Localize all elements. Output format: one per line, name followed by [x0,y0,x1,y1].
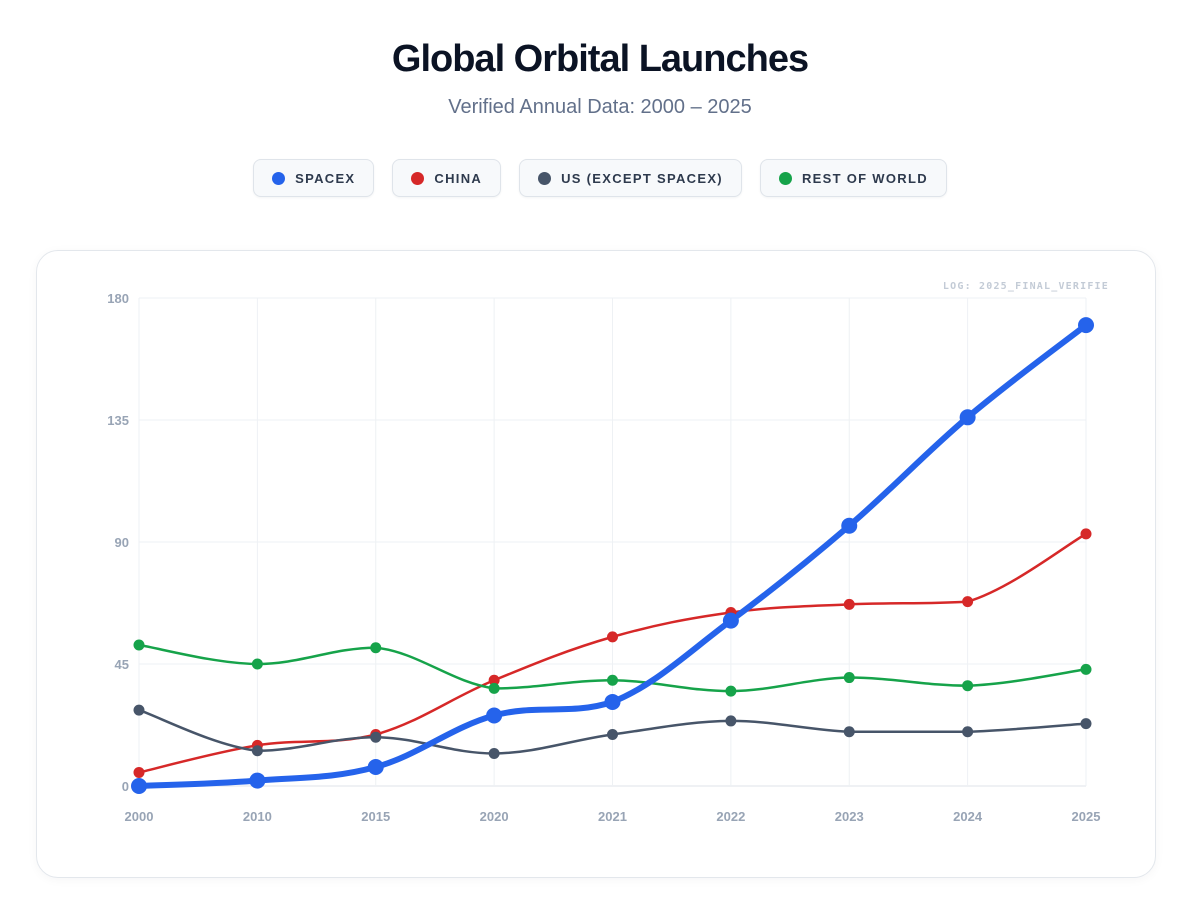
data-point-rest-of-world[interactable] [725,685,737,697]
legend-label-us-except-spacex: US (EXCEPT SPACEX) [561,170,723,186]
x-tick-label: 2021 [598,809,627,824]
page-title: Global Orbital Launches [391,38,809,80]
data-point-us-except-spacex[interactable] [1080,718,1092,730]
y-tick-label: 0 [122,779,129,794]
x-tick-label: 2024 [953,809,983,824]
data-point-china[interactable] [962,596,974,608]
series-line-us-except-spacex [137,708,1088,755]
data-point-china[interactable] [488,674,500,686]
china-dot-icon [411,171,425,185]
data-point-rest-of-world[interactable] [370,642,382,654]
data-point-spacex[interactable] [722,612,739,629]
data-point-us-except-spacex[interactable] [607,728,618,740]
rest-of-world-dot-icon [778,171,792,185]
y-tick-label: 135 [107,413,129,428]
legend-item-china[interactable]: CHINA [392,159,502,197]
page-subtitle: Verified Annual Data: 2000 – 2025 [448,96,752,118]
chart-card: LOG: 2025_FINAL_VERIFIE [36,250,1156,878]
series-line-spacex [136,322,1089,789]
data-point-spacex[interactable] [604,693,621,710]
data-point-us-except-spacex[interactable] [251,745,263,757]
x-tick-label: 2015 [361,809,390,824]
x-tick-label: 2022 [716,809,745,824]
data-point-rest-of-world[interactable] [1080,663,1092,675]
data-point-china[interactable] [1080,528,1092,540]
data-point-china[interactable] [607,631,618,643]
grid-layer [138,297,1087,787]
y-tick-label: 180 [107,291,129,306]
data-point-spacex[interactable] [486,707,503,724]
series-points [131,317,1094,794]
data-point-rest-of-world[interactable] [133,639,145,651]
data-point-spacex[interactable] [959,409,976,426]
x-tick-label: 2025 [1072,809,1101,824]
data-point-rest-of-world[interactable] [843,672,855,684]
legend-label-rest-of-world: REST OF WORLD [801,170,928,186]
data-point-us-except-spacex[interactable] [488,747,500,759]
x-tick-label: 2000 [125,809,154,824]
legend-item-us-except-spacex[interactable]: US (EXCEPT SPACEX) [519,159,742,197]
data-point-china[interactable] [843,598,855,610]
us-dot-icon [538,171,552,185]
x-tick-label: 2023 [835,809,864,824]
data-point-us-except-spacex[interactable] [133,704,145,716]
log-label: LOG: 2025_FINAL_VERIFIE [942,281,1109,292]
x-tick-label: 2010 [243,809,272,824]
chart-legend: SPACEX CHINA US (EXCEPT SPACEX) REST OF … [0,159,1200,197]
y-tick-label: 90 [115,535,129,550]
data-point-us-except-spacex[interactable] [962,726,974,738]
data-point-us-except-spacex[interactable] [370,731,382,743]
data-point-us-except-spacex[interactable] [725,715,737,727]
spacex-dot-icon [272,171,286,185]
data-point-spacex[interactable] [841,517,858,534]
data-point-rest-of-world[interactable] [251,658,263,670]
data-point-china[interactable] [133,766,145,778]
data-point-rest-of-world[interactable] [488,682,500,694]
x-tick-label: 2020 [480,809,509,824]
data-point-spacex[interactable] [249,772,266,789]
legend-item-rest-of-world[interactable]: REST OF WORLD [759,159,947,197]
data-point-spacex[interactable] [367,759,384,776]
axis-layer: 0 45 90 135 180 2000 2010 2015 2020 2021 2022 2023 2… [107,291,1100,824]
data-point-us-except-spacex[interactable] [843,726,855,738]
data-point-spacex[interactable] [1078,317,1094,334]
data-point-spacex[interactable] [131,778,147,794]
y-tick-label: 45 [115,657,129,672]
legend-label-spacex: SPACEX [295,170,356,186]
legend-label-china: CHINA [434,170,483,186]
legend-item-spacex[interactable]: SPACEX [253,159,375,197]
data-point-rest-of-world[interactable] [962,680,974,692]
data-point-rest-of-world[interactable] [607,674,618,686]
